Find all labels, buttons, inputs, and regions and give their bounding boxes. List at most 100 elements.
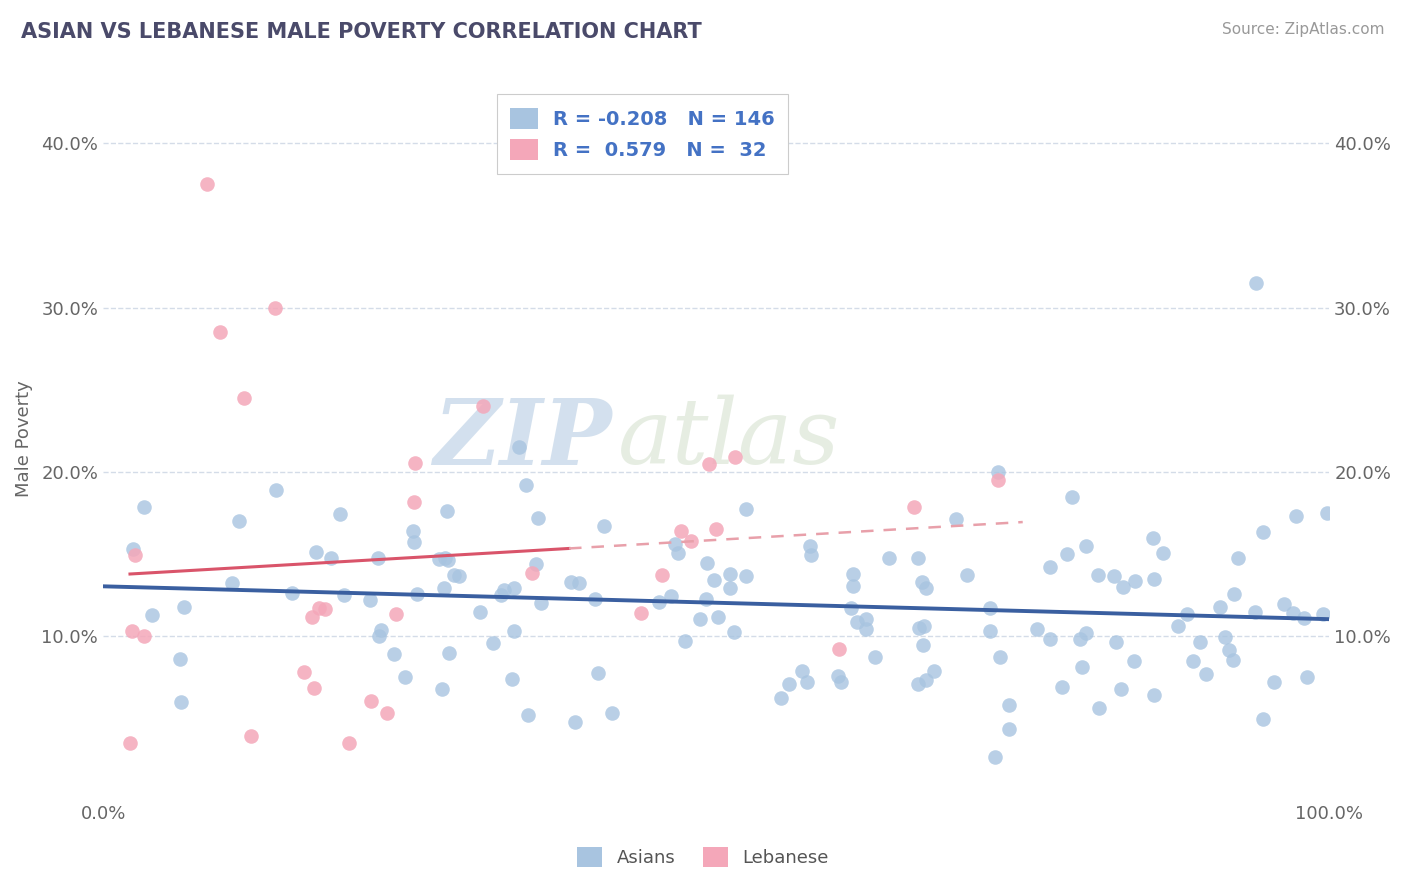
Point	[121, 624, 143, 638]
Point	[664, 537, 686, 551]
Point	[368, 629, 391, 643]
Point	[132, 500, 155, 514]
Point	[1071, 659, 1094, 673]
Point	[434, 550, 457, 565]
Point	[1223, 587, 1246, 601]
Point	[769, 690, 792, 705]
Point	[394, 670, 416, 684]
Point	[308, 601, 330, 615]
Point	[208, 325, 231, 339]
Point	[443, 567, 465, 582]
Point	[1244, 605, 1267, 619]
Point	[472, 399, 495, 413]
Point	[865, 650, 887, 665]
Point	[1109, 681, 1132, 696]
Point	[430, 681, 453, 696]
Point	[778, 677, 800, 691]
Point	[630, 607, 652, 621]
Point	[987, 473, 1010, 487]
Point	[319, 551, 342, 566]
Point	[1263, 674, 1285, 689]
Point	[337, 736, 360, 750]
Point	[987, 465, 1010, 479]
Text: ZIP: ZIP	[433, 394, 612, 483]
Point	[482, 636, 505, 650]
Point	[292, 665, 315, 680]
Point	[800, 549, 823, 563]
Point	[436, 504, 458, 518]
Point	[517, 708, 540, 723]
Point	[648, 595, 671, 609]
Point	[877, 550, 900, 565]
Point	[666, 546, 689, 560]
Point	[1087, 567, 1109, 582]
Point	[1244, 276, 1267, 290]
Point	[1060, 490, 1083, 504]
Point	[515, 478, 537, 492]
Point	[489, 588, 512, 602]
Y-axis label: Male Poverty: Male Poverty	[15, 381, 32, 498]
Point	[1188, 634, 1211, 648]
Point	[827, 669, 849, 683]
Point	[922, 665, 945, 679]
Point	[734, 501, 756, 516]
Point	[266, 483, 288, 498]
Point	[956, 568, 979, 582]
Point	[437, 646, 460, 660]
Point	[404, 457, 426, 471]
Text: atlas: atlas	[619, 395, 841, 483]
Point	[118, 736, 141, 750]
Point	[600, 706, 623, 720]
Point	[429, 552, 451, 566]
Point	[1050, 680, 1073, 694]
Point	[661, 590, 683, 604]
Point	[1122, 654, 1144, 668]
Point	[842, 579, 865, 593]
Point	[433, 581, 456, 595]
Point	[530, 596, 553, 610]
Point	[855, 612, 877, 626]
Point	[718, 567, 741, 582]
Point	[908, 621, 931, 635]
Point	[915, 673, 938, 687]
Legend: R = -0.208   N = 146, R =  0.579   N =  32: R = -0.208 N = 146, R = 0.579 N = 32	[496, 95, 789, 174]
Point	[1056, 547, 1078, 561]
Point	[1175, 607, 1198, 621]
Point	[447, 569, 470, 583]
Point	[846, 615, 869, 629]
Point	[501, 672, 523, 686]
Point	[912, 638, 935, 652]
Point	[508, 441, 530, 455]
Point	[689, 612, 711, 626]
Point	[1069, 632, 1091, 647]
Point	[526, 511, 548, 525]
Point	[842, 566, 865, 581]
Point	[1227, 550, 1250, 565]
Point	[503, 624, 526, 639]
Point	[385, 607, 408, 621]
Point	[1195, 667, 1218, 681]
Point	[359, 592, 381, 607]
Point	[911, 575, 934, 590]
Point	[593, 519, 616, 533]
Point	[903, 500, 925, 514]
Point	[1111, 580, 1133, 594]
Point	[169, 652, 191, 666]
Point	[132, 629, 155, 643]
Point	[1123, 574, 1146, 588]
Point	[830, 675, 852, 690]
Point	[1039, 560, 1062, 574]
Point	[1282, 606, 1305, 620]
Point	[1312, 607, 1334, 622]
Point	[1181, 654, 1204, 668]
Point	[718, 581, 741, 595]
Point	[1104, 635, 1126, 649]
Point	[404, 534, 426, 549]
Point	[302, 681, 325, 695]
Point	[1025, 623, 1047, 637]
Point	[979, 601, 1001, 615]
Point	[1285, 508, 1308, 523]
Point	[998, 698, 1021, 713]
Point	[1209, 599, 1232, 614]
Point	[697, 457, 720, 471]
